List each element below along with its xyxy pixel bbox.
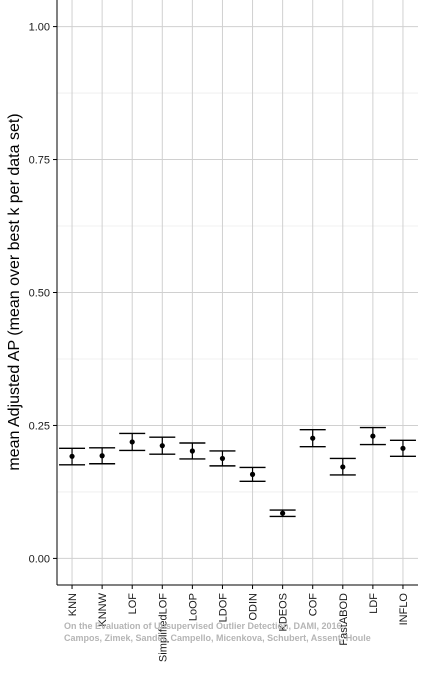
data-point (129, 439, 135, 445)
data-point (340, 464, 346, 470)
watermark: On the Evaluation of Unsupervised Outlie… (64, 621, 371, 643)
x-tick-label: LDF (368, 593, 380, 614)
marks (59, 426, 416, 518)
y-tick-label: 1.00 (29, 22, 50, 34)
y-ticks: 0.00 0.25 0.50 0.75 1.00 (29, 22, 57, 565)
x-tick-label: LoOP (187, 593, 199, 621)
data-point (310, 435, 316, 441)
data-point (249, 471, 256, 477)
x-ticks: KNN KNNW LOF SimplifiedLOF LoOP LDOF ODIN KDEOS… (67, 585, 410, 662)
y-axis-label: mean Adjusted AP (mean over best k per d… (6, 113, 23, 470)
error-bar-group (329, 457, 356, 476)
x-tick-label: COF (308, 593, 320, 617)
error-bar-group (89, 447, 116, 465)
x-tick-label: FastABOD (338, 593, 350, 646)
y-tick-label: 0.50 (29, 288, 50, 300)
data-point (400, 445, 406, 451)
grid (57, 0, 418, 585)
data-point (159, 443, 165, 449)
x-tick-label: KDEOS (278, 593, 290, 632)
x-tick-label: ODIN (248, 593, 260, 621)
data-point (219, 455, 226, 462)
y-tick-label: 0.75 (29, 155, 50, 167)
x-tick-label: SimplifiedLOF (157, 593, 169, 662)
error-bar-group (299, 429, 326, 448)
data-point (370, 433, 376, 439)
data-point (189, 448, 195, 454)
error-bar-group (119, 432, 146, 452)
y-tick-label: 0.00 (29, 553, 50, 565)
y-tick-label: 0.25 (29, 420, 50, 432)
error-bar-group (239, 466, 266, 482)
x-tick-label: KNNW (97, 592, 109, 626)
watermark-line-1: On the Evaluation of Unsupervised Outlie… (64, 621, 344, 631)
error-bar-group (389, 439, 416, 457)
data-point (99, 453, 105, 459)
data-point (69, 453, 75, 459)
x-tick-label: LDOF (217, 593, 229, 623)
error-bar-group (59, 447, 86, 466)
error-bar-group (359, 426, 386, 446)
error-bar-group (209, 450, 236, 467)
error-bar-group (179, 442, 206, 460)
data-point (280, 510, 286, 516)
watermark-line-2: Campos, Zimek, Sander, Campello, Micenko… (64, 633, 371, 643)
error-bar-group (269, 509, 296, 518)
x-tick-label: KNN (67, 593, 79, 616)
x-tick-label: INFLO (398, 593, 410, 626)
x-tick-label: LOF (127, 593, 139, 615)
error-bar-group (149, 436, 176, 455)
